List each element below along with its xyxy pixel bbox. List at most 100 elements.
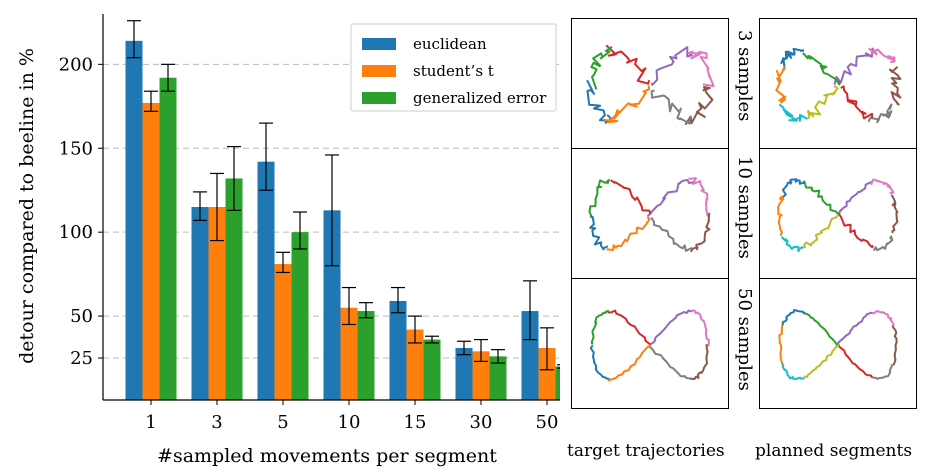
panel-planned-10 (759, 148, 917, 279)
trajectory-segment (836, 311, 873, 345)
bar (472, 351, 490, 400)
trajectory-segment (802, 52, 841, 86)
x-axis-label: #sampled movements per segment (157, 445, 497, 467)
trajectory-segment (803, 344, 840, 378)
legend-swatch (362, 92, 396, 104)
x-tick-label: 10 (338, 412, 361, 433)
trajectory-segment (872, 363, 894, 380)
trajectory-segment (690, 212, 711, 253)
legend: euclidean student’s t generalized error (350, 23, 557, 112)
trajectory-segment (801, 180, 840, 216)
trajectory-segment (803, 213, 840, 249)
bar (125, 40, 143, 400)
x-tick-label: 15 (404, 412, 427, 433)
trajectory-segment (648, 345, 692, 380)
trajectory-segment (590, 46, 613, 90)
col-label-target-trajectories: target trajectories (567, 441, 725, 461)
legend-box (350, 23, 557, 112)
y-tick-label: 100 (59, 222, 93, 243)
bar (291, 232, 309, 400)
trajectory-segment (586, 79, 613, 124)
trajectory-segment (650, 89, 691, 125)
bar (489, 356, 507, 400)
trajectory-segment (780, 47, 805, 69)
bar (389, 300, 407, 400)
bar (208, 207, 226, 400)
panel-target-10 (571, 148, 729, 279)
trajectory-segment (648, 309, 693, 346)
x-tick-label: 5 (277, 412, 288, 433)
bar (340, 307, 358, 400)
trajectory-segment (870, 178, 895, 195)
trajectory-segment (650, 46, 693, 86)
trajectory-segment (781, 236, 805, 253)
trajectory-segment (650, 217, 693, 252)
bar (225, 178, 243, 400)
bar (423, 339, 441, 400)
col-label-planned-segments: planned segments (755, 441, 913, 461)
bar (406, 329, 424, 400)
legend-label: generalized error (413, 89, 547, 107)
x-tick-label: 1 (145, 412, 156, 433)
bar (538, 347, 556, 400)
trajectory-segment (888, 66, 902, 106)
trajectory-segment (605, 44, 651, 85)
trajectory-segment (590, 309, 610, 345)
y-tick-label: 25 (70, 348, 93, 369)
trajectory-segment (872, 235, 894, 252)
panel-planned-3 (759, 18, 917, 149)
trajectory-segment (868, 47, 896, 64)
bar (357, 311, 375, 400)
trajectory-segment (690, 344, 709, 380)
trajectory-segment (688, 50, 715, 88)
y-tick-label: 150 (59, 138, 93, 159)
axes: 25 50 100 150 200 1 3 5 10 15 30 50 (59, 14, 560, 433)
error-bars (127, 20, 560, 371)
legend-swatch (362, 38, 396, 50)
bar (455, 347, 473, 400)
trajectory-segment (872, 309, 895, 327)
trajectory-segment (610, 179, 652, 215)
trajectory-segment (778, 103, 808, 122)
trajectory-segment (833, 47, 874, 85)
trajectory-segment (867, 103, 893, 124)
trajectory-segment (607, 344, 652, 382)
trajectory-segment (807, 84, 839, 119)
trajectory-segment (838, 180, 873, 215)
trajectory-segment (589, 215, 609, 251)
trajectory-segment (778, 324, 784, 366)
trajectory-segment (607, 309, 652, 346)
trajectory-segment (775, 66, 787, 104)
row-label-3-samples: 3 samples (734, 30, 755, 122)
y-tick-label: 50 (70, 306, 93, 327)
trajectory-segment (588, 179, 610, 218)
row-label-10-samples: 10 samples (734, 156, 755, 259)
bar (323, 210, 341, 400)
trajectory-segment (781, 363, 805, 380)
trajectory-segment (840, 85, 874, 120)
trajectory-segment (802, 312, 838, 346)
trajectory-segment (890, 194, 899, 234)
legend-label: euclidean (413, 35, 487, 53)
trajectory-segment (691, 309, 710, 347)
y-tick-label: 200 (59, 54, 93, 75)
bar (555, 366, 560, 400)
bar (191, 207, 209, 400)
trajectory-segment (589, 344, 611, 381)
bar (142, 102, 160, 401)
trajectory-segment (777, 195, 785, 237)
trajectory-segment (606, 216, 651, 252)
trajectory-segment (891, 325, 898, 366)
y-axis-label: detour compared to beeline in % (16, 48, 38, 364)
trajectory-segment (688, 177, 709, 217)
panel-target-3 (571, 18, 729, 149)
bar (521, 311, 539, 400)
trajectory-segment (781, 309, 806, 326)
bar (159, 77, 177, 400)
bar (274, 264, 292, 400)
legend-swatch (362, 65, 396, 77)
x-tick-label: 3 (211, 412, 222, 433)
bar (257, 161, 275, 400)
trajectory-segment (837, 344, 874, 379)
bar-chart: 25 50 100 150 200 1 3 5 10 15 30 50 euclidean studen… (16, 14, 560, 467)
